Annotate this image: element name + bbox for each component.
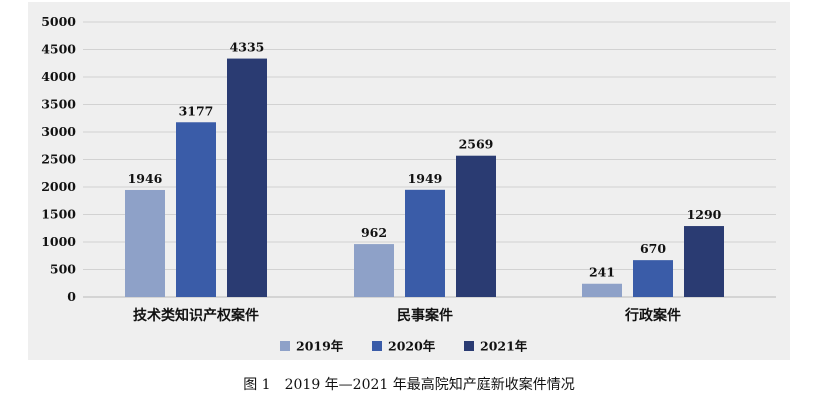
y-tick-label: 4000: [41, 69, 76, 84]
legend-label: 2019年: [296, 339, 344, 354]
legend-swatch: [280, 341, 290, 351]
data-label: 1290: [687, 207, 722, 222]
bar: [125, 189, 165, 297]
y-tick-label: 1500: [41, 207, 76, 222]
legend-swatch: [372, 341, 382, 351]
category-label: 民事案件: [397, 307, 453, 324]
figure-caption: 图 1 2019 年—2021 年最高院知产庭新收案件情况: [243, 377, 575, 393]
data-label: 962: [361, 225, 387, 240]
bar: [582, 283, 622, 297]
category-label: 行政案件: [624, 307, 681, 324]
legend-swatch: [464, 341, 474, 351]
y-tick-label: 4500: [41, 42, 76, 57]
bar: [176, 122, 216, 297]
chart-panel: 0 500 1000 1500 2000 2500 3000 3500 4000 4500 5000…: [28, 2, 790, 360]
y-tick-label: 2500: [41, 152, 76, 167]
bar: [456, 155, 496, 297]
y-tick-label: 3500: [41, 97, 76, 112]
data-label: 1946: [128, 171, 163, 186]
data-label: 241: [589, 265, 615, 280]
y-tick-label: 3000: [41, 124, 76, 139]
y-tick-label: 500: [50, 262, 76, 277]
legend-label: 2021年: [480, 339, 528, 354]
data-label: 2569: [459, 137, 494, 152]
data-label: 1949: [408, 171, 443, 186]
data-label: 4335: [230, 40, 265, 55]
bar: [405, 189, 445, 297]
legend-label: 2020年: [388, 339, 436, 354]
bar: [354, 244, 394, 297]
bar: [684, 226, 724, 297]
y-tick-label: 2000: [41, 179, 76, 194]
bar: [227, 58, 267, 298]
data-label: 670: [640, 241, 666, 256]
y-tick-label: 1000: [41, 234, 76, 249]
category-label: 技术类知识产权案件: [133, 307, 259, 324]
data-label: 3177: [179, 103, 214, 118]
y-tick-label: 5000: [41, 14, 76, 29]
bar: [633, 260, 673, 297]
bar-chart: 0 500 1000 1500 2000 2500 3000 3500 4000 4500 5000…: [41, 14, 776, 354]
y-tick-label: 0: [67, 289, 76, 304]
